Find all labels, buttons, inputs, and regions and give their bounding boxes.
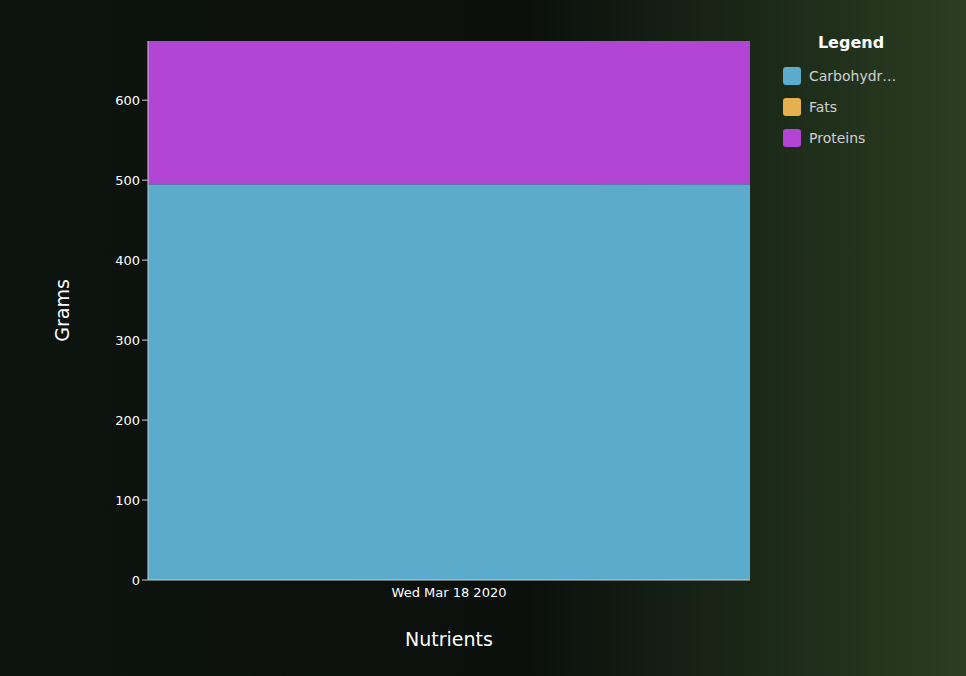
svg-text:400: 400: [115, 253, 140, 268]
html-text:Fats: Fats: [809, 98, 838, 115]
svg-text:500: 500: [115, 173, 140, 188]
svg-text:100: 100: [115, 493, 140, 508]
svg-text:600: 600: [115, 93, 140, 108]
svg-text:0: 0: [132, 573, 140, 588]
html-text:Legend: Legend: [817, 33, 885, 52]
svg-text:Wed Mar 18 2020: Wed Mar 18 2020: [392, 585, 507, 600]
html-text:Carbohydr…: Carbohydr…: [809, 67, 897, 84]
svg-text:300: 300: [115, 333, 140, 348]
html-text:Proteins: Proteins: [809, 129, 866, 146]
svg-text:Nutrients: Nutrients: [405, 628, 493, 650]
svg-text:Grams: Grams: [51, 279, 73, 342]
svg-text:200: 200: [115, 413, 140, 428]
